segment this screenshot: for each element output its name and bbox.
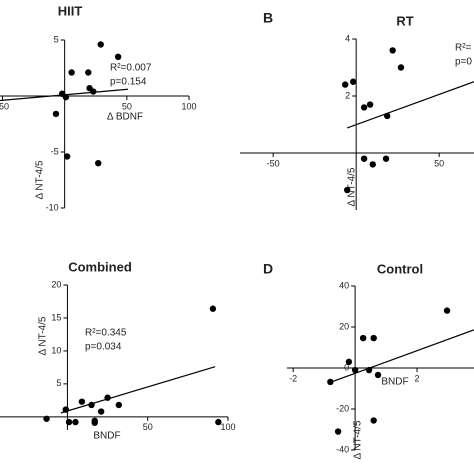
- point: [62, 406, 70, 413]
- chart-title: RT: [396, 13, 413, 28]
- panel-label: D: [263, 261, 273, 277]
- y-axis-label: Δ NT-4/5: [353, 420, 364, 459]
- y-tick-label: 2: [345, 90, 350, 100]
- point: [344, 186, 351, 194]
- point: [97, 41, 104, 48]
- point: [68, 69, 75, 76]
- point: [360, 104, 368, 111]
- y-tick-label: 5: [56, 378, 61, 388]
- point: [349, 78, 357, 85]
- y-tick-label: -40: [336, 444, 349, 454]
- panel-label: B: [263, 10, 273, 26]
- y-tick-label: 5: [54, 34, 59, 44]
- x-tick-label: 50: [122, 101, 132, 111]
- x-tick-label: 50: [434, 158, 444, 168]
- point: [78, 398, 86, 405]
- point: [62, 93, 70, 101]
- point: [43, 415, 50, 422]
- point: [52, 110, 60, 118]
- trend-line: [60, 366, 216, 414]
- x-axis-label: BNDF: [93, 431, 120, 442]
- annotation: R²=0.345: [85, 328, 127, 339]
- y-tick-label: 4: [345, 33, 350, 43]
- point: [397, 64, 405, 71]
- point: [215, 418, 222, 426]
- x-tick-label: 50: [143, 422, 153, 432]
- point: [374, 371, 382, 379]
- trend-line: [330, 329, 474, 383]
- y-tick-label: 20: [339, 321, 349, 331]
- point: [97, 408, 105, 415]
- x-tick-label: -50: [0, 101, 9, 111]
- y-tick-label: 15: [51, 312, 61, 322]
- x-tick-label: 100: [181, 101, 196, 111]
- chart-title: HIIT: [58, 3, 83, 18]
- point: [359, 334, 367, 342]
- point: [327, 378, 334, 386]
- y-tick-label: 40: [339, 280, 349, 290]
- x-tick-label: -50: [267, 158, 280, 168]
- point: [104, 394, 111, 401]
- point: [91, 417, 98, 424]
- y-axis-label: Δ NT-4/5: [35, 160, 46, 199]
- y-tick-label: 0: [344, 362, 349, 372]
- y-tick-label: -20: [336, 403, 349, 413]
- point: [384, 112, 391, 120]
- y-tick-label: -5: [51, 146, 59, 156]
- chart-title: Combined: [68, 259, 132, 274]
- point: [366, 101, 374, 108]
- y-tick-label: 10: [51, 345, 61, 355]
- point: [365, 366, 373, 374]
- point: [369, 161, 376, 168]
- point: [382, 155, 390, 162]
- point: [88, 401, 95, 409]
- point: [115, 401, 123, 409]
- point: [90, 88, 97, 95]
- point: [63, 153, 71, 160]
- y-tick-label: -10: [46, 202, 59, 212]
- point: [72, 418, 79, 426]
- trend-line: [347, 81, 474, 129]
- annotation: p=0.034: [85, 342, 122, 353]
- point: [85, 69, 92, 76]
- annotation: p=0.154: [110, 77, 147, 88]
- point: [351, 366, 359, 374]
- point: [443, 307, 451, 314]
- annotation: R²=0.007: [110, 63, 152, 74]
- point: [389, 47, 396, 54]
- point: [370, 334, 377, 342]
- x-tick-label: 100: [220, 422, 235, 432]
- chart-title: Control: [377, 261, 423, 276]
- point: [95, 160, 102, 167]
- y-axis-label: Δ NT-4/5: [347, 167, 358, 206]
- point: [360, 155, 368, 162]
- annotation: R²=: [455, 43, 472, 54]
- point: [345, 358, 353, 366]
- point: [65, 418, 73, 426]
- point: [334, 428, 342, 435]
- point: [209, 305, 217, 312]
- point: [114, 53, 122, 60]
- x-axis-label: Δ BDNF: [107, 112, 143, 123]
- x-axis-label: BNDF: [381, 377, 408, 388]
- point: [342, 81, 349, 88]
- annotation: p=0: [455, 57, 472, 68]
- y-tick-label: 20: [51, 279, 61, 289]
- x-tick-label: 2: [415, 373, 420, 383]
- point: [370, 417, 377, 424]
- y-axis-label: Δ NT-4/5: [38, 316, 49, 355]
- x-tick-label: -2: [289, 373, 297, 383]
